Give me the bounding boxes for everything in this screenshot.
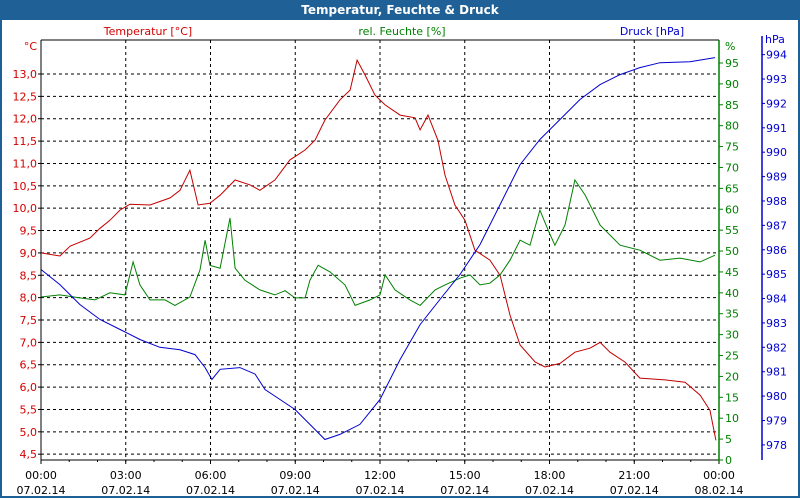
hum-tick-label: 75 bbox=[725, 141, 739, 154]
temp-unit: °C bbox=[24, 40, 38, 53]
hum-tick-label: 30 bbox=[725, 329, 739, 342]
press-tick-label: 989 bbox=[766, 171, 787, 184]
window-title: Temperatur, Feuchte & Druck bbox=[0, 0, 800, 20]
hum-tick-label: 40 bbox=[725, 287, 739, 300]
hum-unit: % bbox=[725, 40, 735, 53]
press-tick-label: 978 bbox=[766, 439, 787, 452]
temp-tick-label: 6,5 bbox=[20, 359, 38, 372]
press-tick-label: 994 bbox=[766, 49, 787, 62]
hum-tick-label: 65 bbox=[725, 182, 739, 195]
press-tick-label: 982 bbox=[766, 341, 787, 354]
hum-tick-label: 80 bbox=[725, 120, 739, 133]
temp-tick-label: 9,0 bbox=[20, 247, 38, 260]
x-tick-time: 12:00 bbox=[364, 469, 396, 482]
x-tick-time: 18:00 bbox=[534, 469, 566, 482]
x-tick-time: 09:00 bbox=[279, 469, 311, 482]
press-tick-label: 985 bbox=[766, 268, 787, 281]
hum-tick-label: 35 bbox=[725, 308, 739, 321]
hum-tick-label: 95 bbox=[725, 57, 739, 70]
hum-tick-label: 25 bbox=[725, 350, 739, 363]
temp-tick-label: 10,0 bbox=[13, 202, 38, 215]
x-tick-time: 06:00 bbox=[195, 469, 227, 482]
x-tick-time: 00:00 bbox=[25, 469, 57, 482]
press-tick-label: 991 bbox=[766, 122, 787, 135]
temp-tick-label: 12,0 bbox=[13, 113, 38, 126]
press-tick-label: 983 bbox=[766, 317, 787, 330]
temp-tick-label: 8,0 bbox=[20, 292, 38, 305]
hum-tick-label: 10 bbox=[725, 412, 739, 425]
hum-tick-label: 20 bbox=[725, 370, 739, 383]
press-tick-label: 988 bbox=[766, 195, 787, 208]
press-unit: hPa bbox=[765, 33, 785, 46]
x-tick-time: 00:00 bbox=[703, 469, 735, 482]
series-line-temp bbox=[40, 58, 717, 441]
temp-tick-label: 12,5 bbox=[13, 90, 38, 103]
temp-tick-label: 13,0 bbox=[13, 68, 38, 81]
x-tick-date: 07.02.14 bbox=[440, 484, 489, 497]
temp-tick-label: 4,5 bbox=[20, 448, 38, 461]
temp-tick-label: 5,5 bbox=[20, 403, 38, 416]
x-tick-date: 07.02.14 bbox=[101, 484, 150, 497]
x-tick-time: 21:00 bbox=[618, 469, 650, 482]
hum-tick-label: 55 bbox=[725, 224, 739, 237]
press-tick-label: 987 bbox=[766, 219, 787, 232]
press-tick-label: 984 bbox=[766, 293, 787, 306]
temp-tick-label: 11,5 bbox=[13, 135, 38, 148]
press-tick-label: 986 bbox=[766, 244, 787, 257]
x-tick-date: 07.02.14 bbox=[610, 484, 659, 497]
x-tick-date: 07.02.14 bbox=[356, 484, 405, 497]
hum-tick-label: 50 bbox=[725, 245, 739, 258]
temp-tick-label: 6,0 bbox=[20, 381, 38, 394]
temp-tick-label: 11,0 bbox=[13, 157, 38, 170]
press-tick-label: 990 bbox=[766, 146, 787, 159]
temp-tick-label: 9,5 bbox=[20, 225, 38, 238]
x-tick-date: 07.02.14 bbox=[525, 484, 574, 497]
x-tick-date: 08.02.14 bbox=[695, 484, 744, 497]
temp-axis-label: Temperatur [°C] bbox=[103, 25, 192, 38]
series-line-hum bbox=[40, 178, 716, 307]
x-tick-time: 03:00 bbox=[110, 469, 142, 482]
temp-tick-label: 7,5 bbox=[20, 314, 38, 327]
press-axis-label: Druck [hPa] bbox=[620, 25, 684, 38]
x-tick-date: 07.02.14 bbox=[271, 484, 320, 497]
temp-tick-label: 5,0 bbox=[20, 426, 38, 439]
x-tick-date: 07.02.14 bbox=[186, 484, 235, 497]
hum-tick-label: 0 bbox=[725, 454, 732, 467]
hum-tick-label: 15 bbox=[725, 391, 739, 404]
hum-tick-label: 5 bbox=[725, 433, 732, 446]
hum-tick-label: 90 bbox=[725, 78, 739, 91]
press-tick-label: 981 bbox=[766, 366, 787, 379]
temp-tick-label: 8,5 bbox=[20, 269, 38, 282]
hum-tick-label: 60 bbox=[725, 203, 739, 216]
temp-tick-label: 10,5 bbox=[13, 180, 38, 193]
temp-tick-label: 7,0 bbox=[20, 336, 38, 349]
press-tick-label: 980 bbox=[766, 390, 787, 403]
series-line-press bbox=[40, 57, 716, 441]
press-tick-label: 979 bbox=[766, 414, 787, 427]
hum-tick-label: 70 bbox=[725, 161, 739, 174]
hum-tick-label: 45 bbox=[725, 266, 739, 279]
hum-axis-label: rel. Feuchte [%] bbox=[358, 25, 445, 38]
x-tick-time: 15:00 bbox=[449, 469, 481, 482]
x-tick-date: 07.02.14 bbox=[17, 484, 66, 497]
press-tick-label: 993 bbox=[766, 73, 787, 86]
hum-tick-label: 85 bbox=[725, 99, 739, 112]
press-tick-label: 992 bbox=[766, 97, 787, 110]
